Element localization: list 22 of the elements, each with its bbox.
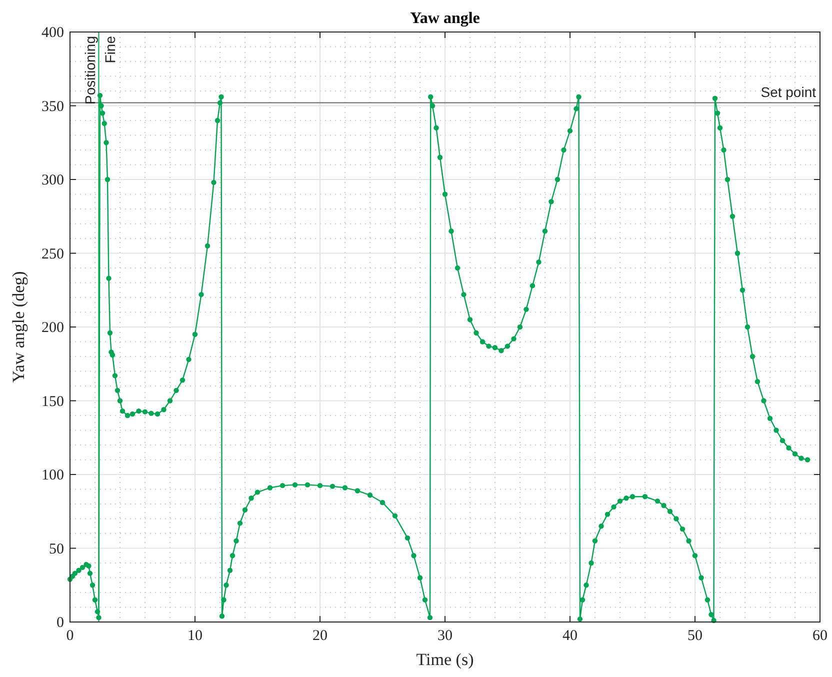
annotation: Fine [102,36,118,64]
ref-line-label: Set point [760,84,816,100]
x-tick-label: 50 [688,628,702,644]
y-axis-title: Yaw angle (deg) [9,271,28,383]
ref-line-label: Positioning [82,36,98,104]
y-tick-label: 300 [42,172,64,188]
y-tick-label: 200 [42,320,64,336]
x-tick-label: 30 [438,628,452,644]
x-tick-label: 60 [812,628,828,644]
x-tick-label: 10 [188,628,202,644]
x-tick-label: 0 [66,628,74,644]
y-tick-label: 100 [42,468,64,484]
x-tick-label: 20 [312,628,328,644]
x-tick-label: 40 [562,628,578,644]
y-tick-label: 150 [42,394,64,410]
chart-title: Yaw angle [410,10,480,27]
y-tick-label: 400 [42,25,64,41]
x-axis-title: Time (s) [416,650,474,669]
y-tick-label: 350 [42,98,64,115]
y-tick-label: 50 [49,541,64,558]
y-tick-label: 250 [42,246,64,262]
y-tick-label: 0 [56,615,64,631]
